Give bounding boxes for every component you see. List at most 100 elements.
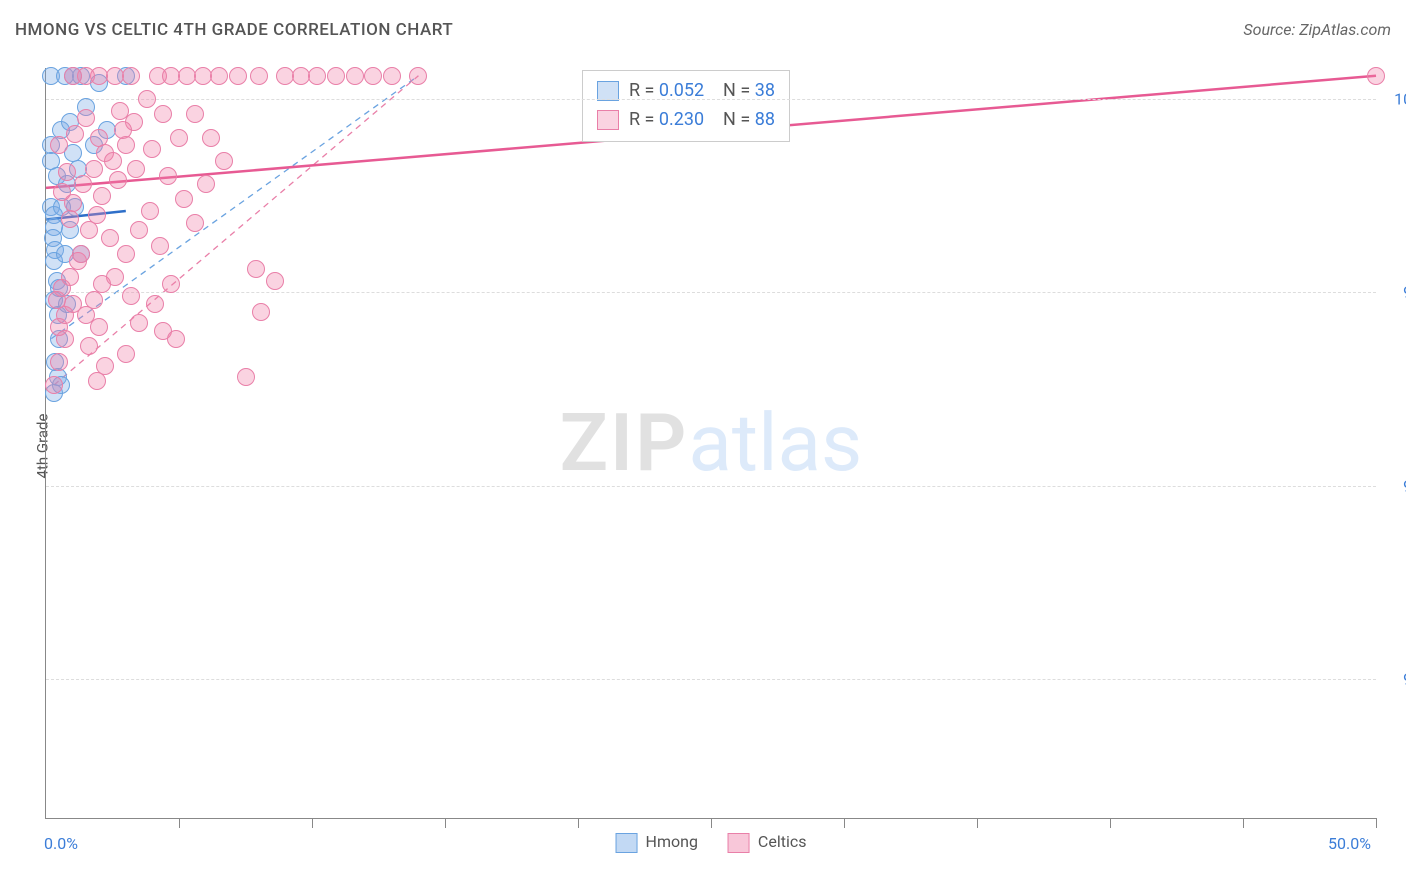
x-tick [179, 818, 180, 828]
scatter-point [146, 295, 164, 313]
scatter-point [247, 260, 265, 278]
gridline-horizontal [46, 679, 1376, 680]
scatter-point [197, 175, 215, 193]
scatter-point [74, 175, 92, 193]
scatter-point [109, 171, 127, 189]
x-tick [1376, 818, 1377, 828]
scatter-point [167, 330, 185, 348]
scatter-point [266, 272, 284, 290]
legend-label: Celtics [758, 832, 807, 851]
scatter-point [130, 314, 148, 332]
scatter-point [80, 337, 98, 355]
legend-swatch [728, 833, 750, 853]
scatter-point [88, 372, 106, 390]
scatter-point [90, 318, 108, 336]
scatter-point [111, 102, 129, 120]
scatter-point [346, 67, 364, 85]
gridline-horizontal [46, 292, 1376, 293]
header: HMONG VS CELTIC 4TH GRADE CORRELATION CH… [15, 20, 1391, 40]
x-tick-label: 0.0% [44, 834, 78, 853]
stat-R-label: R = 0.230 [629, 106, 704, 135]
scatter-point [229, 67, 247, 85]
scatter-point [1367, 67, 1385, 85]
scatter-point [364, 67, 382, 85]
x-tick [844, 818, 845, 828]
x-tick [445, 818, 446, 828]
x-tick [312, 818, 313, 828]
scatter-point [61, 268, 79, 286]
legend-item: Hmong [616, 832, 698, 853]
trend-line [51, 76, 418, 339]
scatter-point [327, 67, 345, 85]
scatter-point [117, 245, 135, 263]
scatter-point [127, 160, 145, 178]
watermark-bold: ZIP [560, 396, 689, 490]
scatter-point [186, 105, 204, 123]
stat-N-value: 38 [755, 80, 775, 101]
scatter-point [90, 129, 108, 147]
scatter-point [162, 275, 180, 293]
scatter-point [143, 140, 161, 158]
x-tick [1243, 818, 1244, 828]
scatter-point [88, 206, 106, 224]
y-tick-label: 100.0% [1386, 89, 1406, 108]
scatter-point [237, 368, 255, 386]
stat-N-label: N = 88 [714, 106, 775, 135]
scatter-point [85, 291, 103, 309]
x-tick [1110, 818, 1111, 828]
scatter-point [50, 136, 68, 154]
series-swatch [597, 110, 619, 130]
x-tick [711, 818, 712, 828]
stats-row: R = 0.230 N = 88 [597, 106, 775, 135]
scatter-point [53, 183, 71, 201]
chart-title: HMONG VS CELTIC 4TH GRADE CORRELATION CH… [15, 20, 453, 40]
legend: Hmong Celtics [616, 832, 807, 853]
scatter-point [50, 353, 68, 371]
stats-box: R = 0.052 N = 38R = 0.230 N = 88 [582, 70, 790, 142]
scatter-point [215, 152, 233, 170]
legend-swatch [616, 833, 638, 853]
stat-N-value: 88 [755, 109, 775, 130]
scatter-point [175, 190, 193, 208]
scatter-point [122, 287, 140, 305]
stat-R-value: 0.230 [659, 109, 704, 130]
scatter-point [252, 303, 270, 321]
scatter-point [186, 214, 204, 232]
scatter-point [61, 210, 79, 228]
scatter-point [101, 229, 119, 247]
scatter-point [130, 221, 148, 239]
scatter-point [77, 109, 95, 127]
scatter-point [383, 67, 401, 85]
scatter-point [210, 67, 228, 85]
gridline-horizontal [46, 486, 1376, 487]
plot-area: ZIPatlas R = 0.052 N = 38R = 0.230 N = 8… [45, 68, 1376, 819]
scatter-point [250, 67, 268, 85]
stat-N-label: N = 38 [714, 77, 775, 106]
scatter-point [308, 67, 326, 85]
x-tick-label: 50.0% [1328, 834, 1371, 853]
legend-label: Hmong [646, 832, 698, 851]
source-attribution: Source: ZipAtlas.com [1243, 20, 1391, 39]
trend-lines-layer [46, 68, 1376, 818]
y-tick-label: 92.5% [1386, 669, 1406, 688]
scatter-point [45, 376, 63, 394]
scatter-point [58, 163, 76, 181]
watermark: ZIPatlas [560, 396, 863, 490]
gridline-horizontal [46, 99, 1376, 100]
scatter-point [85, 160, 103, 178]
scatter-point [64, 67, 82, 85]
scatter-point [154, 105, 172, 123]
scatter-point [106, 268, 124, 286]
scatter-point [202, 129, 220, 147]
scatter-point [106, 67, 124, 85]
stat-R-value: 0.052 [659, 80, 704, 101]
y-tick-label: 97.5% [1386, 283, 1406, 302]
legend-item: Celtics [728, 832, 807, 853]
scatter-point [117, 345, 135, 363]
watermark-light: atlas [688, 396, 862, 490]
stat-R-label: R = 0.052 [629, 77, 704, 106]
scatter-point [170, 129, 188, 147]
x-tick [977, 818, 978, 828]
scatter-point [151, 237, 169, 255]
x-tick [578, 818, 579, 828]
